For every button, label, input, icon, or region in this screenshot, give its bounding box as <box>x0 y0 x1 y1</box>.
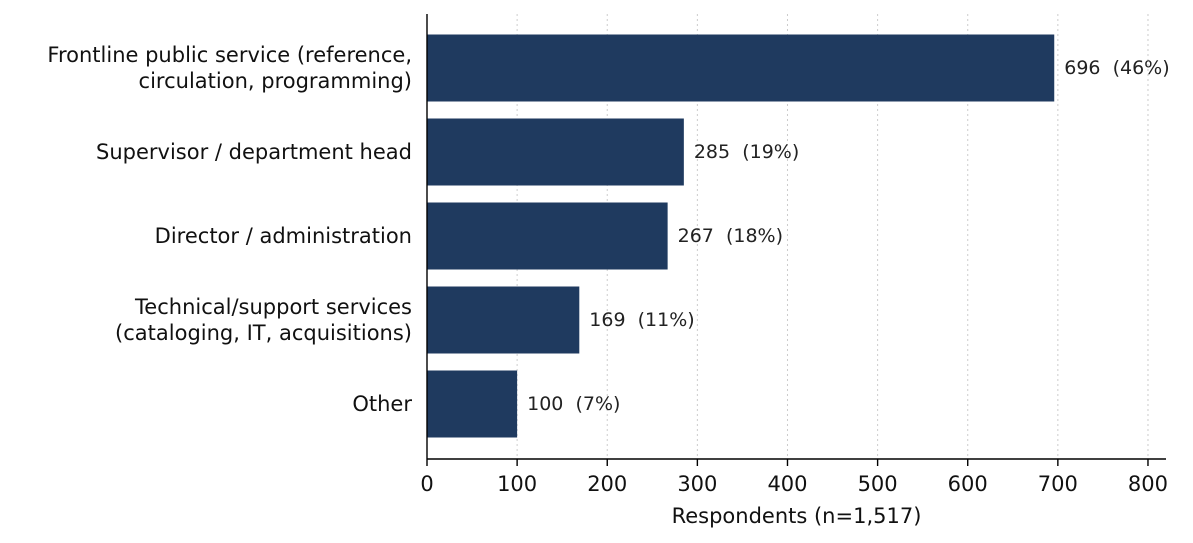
x-tick-label: 300 <box>677 472 717 496</box>
bar <box>427 286 580 354</box>
bar <box>427 202 668 270</box>
category-label-line: Technical/support services <box>134 295 412 319</box>
axes <box>426 14 1166 460</box>
x-tick-label: 600 <box>948 472 988 496</box>
x-tick-label: 500 <box>858 472 898 496</box>
category-label-line: Other <box>352 392 412 416</box>
category-label: Other <box>352 392 412 416</box>
data-labels: 696 (46%) 285 (19%) 267 (18%) 169 (11%) 100 … <box>527 57 1170 415</box>
data-label: 267 (18%) <box>678 225 783 247</box>
x-tick-label: 700 <box>1038 472 1078 496</box>
category-label: Supervisor / department head <box>96 140 412 164</box>
bar <box>427 118 684 186</box>
category-labels: Frontline public service (reference, circ… <box>47 43 412 416</box>
category-label-line: Frontline public service (reference, <box>47 43 412 67</box>
category-label: Frontline public service (reference, circ… <box>47 43 412 93</box>
x-axis-label: Respondents (n=1,517) <box>672 504 922 528</box>
data-label: 100 (7%) <box>527 393 620 415</box>
category-label-line: (cataloging, IT, acquisitions) <box>115 321 412 345</box>
category-label-line: Supervisor / department head <box>96 140 412 164</box>
category-label: Technical/support services (cataloging, I… <box>115 295 412 345</box>
data-label: 696 (46%) <box>1064 57 1169 79</box>
x-tick-label: 0 <box>420 472 433 496</box>
bars <box>427 34 1055 438</box>
x-tick-label: 100 <box>497 472 537 496</box>
x-tick-label: 200 <box>587 472 627 496</box>
x-tick-label: 400 <box>767 472 807 496</box>
x-tick-label: 800 <box>1128 472 1168 496</box>
x-ticks: 0 100 200 300 400 500 600 700 800 <box>420 459 1168 496</box>
data-label: 169 (11%) <box>589 309 694 331</box>
bar <box>427 370 518 438</box>
data-label: 285 (19%) <box>694 141 799 163</box>
category-label: Director / administration <box>155 224 412 248</box>
category-label-line: Director / administration <box>155 224 412 248</box>
category-label-line: circulation, programming) <box>139 69 412 93</box>
bar <box>427 34 1055 102</box>
